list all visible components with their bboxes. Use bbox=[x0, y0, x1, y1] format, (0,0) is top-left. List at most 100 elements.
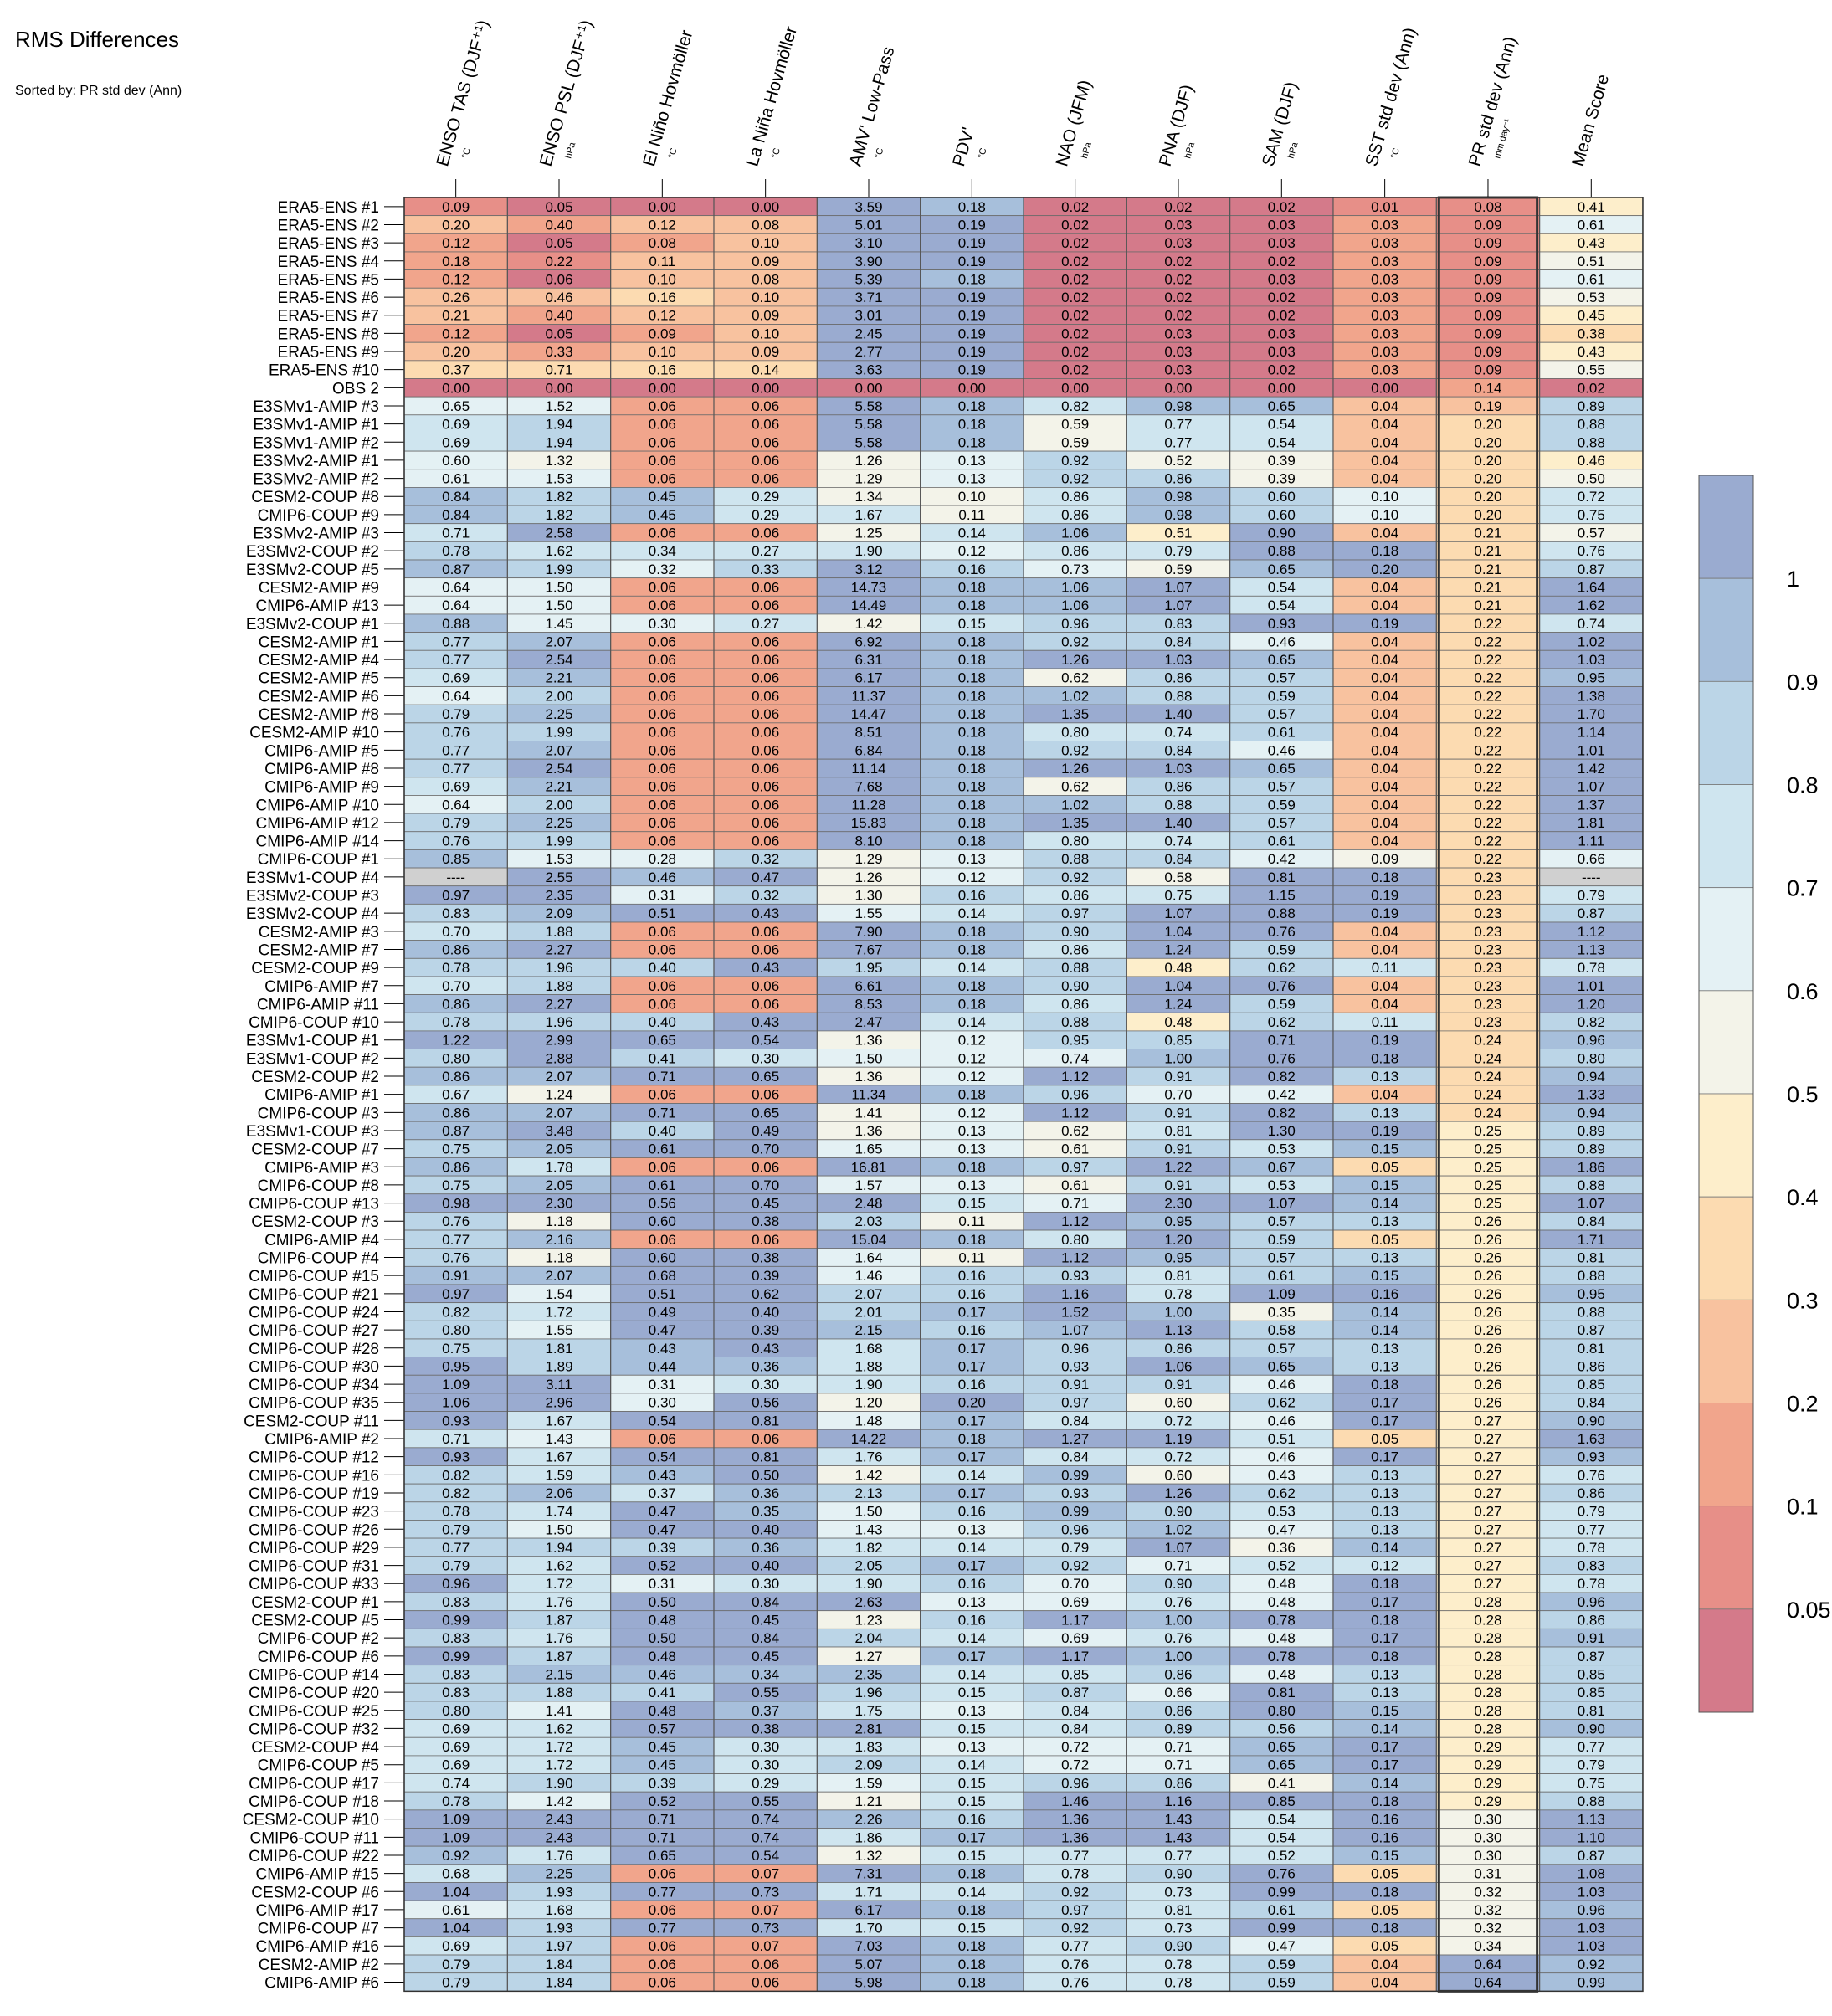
cell-value: 0.27 bbox=[752, 616, 779, 632]
cell-value: 0.18 bbox=[1371, 543, 1398, 559]
cell-value: 0.07 bbox=[752, 1938, 779, 1954]
cell-value: 0.06 bbox=[649, 526, 676, 541]
row-label: CMIP6-COUP #12 bbox=[249, 1449, 379, 1467]
cell-value: 2.96 bbox=[545, 1395, 572, 1411]
cell-value: 0.13 bbox=[1371, 1685, 1398, 1701]
cell-value: 0.79 bbox=[442, 815, 470, 831]
cell-value: 0.32 bbox=[1474, 1884, 1501, 1900]
cell-value: 0.16 bbox=[958, 1576, 986, 1592]
row-label: CESM2-COUP #2 bbox=[251, 1069, 379, 1086]
cell-value: 0.88 bbox=[442, 616, 470, 632]
cell-value: 0.30 bbox=[1474, 1848, 1501, 1864]
cell-value: 0.15 bbox=[1371, 1268, 1398, 1284]
column-unit: hPa bbox=[1286, 141, 1301, 160]
cell-value: 1.07 bbox=[1164, 598, 1192, 613]
cell-value: 1.94 bbox=[545, 1540, 572, 1556]
cell-value: 0.89 bbox=[1164, 1721, 1192, 1736]
cell-value: 1.76 bbox=[545, 1848, 572, 1864]
cell-value: 14.49 bbox=[851, 598, 887, 613]
cell-value: 0.76 bbox=[1268, 978, 1296, 994]
cell-value: 1.88 bbox=[545, 978, 572, 994]
cell-value: 0.71 bbox=[1268, 1033, 1296, 1049]
cell-value: 0.11 bbox=[958, 507, 985, 523]
cell-value: 0.42 bbox=[1268, 851, 1296, 867]
cell-value: 0.84 bbox=[1578, 1213, 1605, 1229]
cell-value: 0.28 bbox=[1474, 1721, 1501, 1736]
row-label: E3SMv1-AMIP #3 bbox=[253, 398, 379, 416]
cell-value: 0.96 bbox=[1061, 1521, 1089, 1537]
cell-value: 0.04 bbox=[1371, 398, 1398, 414]
cell-value: 0.18 bbox=[1371, 869, 1398, 885]
cell-value: 0.06 bbox=[649, 579, 676, 595]
cell-value: 0.85 bbox=[1578, 1666, 1605, 1682]
cell-value: 0.84 bbox=[442, 489, 470, 505]
cell-value: 0.92 bbox=[442, 1848, 470, 1864]
row-label: CMIP6-AMIP #2 bbox=[264, 1431, 379, 1449]
cell-value: 0.77 bbox=[1061, 1938, 1089, 1954]
cell-value: 0.17 bbox=[1371, 1739, 1398, 1755]
row-label: E3SMv2-AMIP #1 bbox=[253, 453, 379, 470]
cell-value: 0.11 bbox=[649, 254, 675, 269]
colorbar-tick-label: 0.7 bbox=[1787, 876, 1819, 901]
cell-value: 0.02 bbox=[1164, 199, 1192, 215]
cell-value: 1.32 bbox=[545, 453, 572, 469]
cell-value: 1.90 bbox=[854, 543, 882, 559]
cell-value: 0.84 bbox=[1578, 1395, 1605, 1411]
cell-value: 0.19 bbox=[1371, 888, 1398, 904]
cell-value: 5.07 bbox=[854, 1957, 882, 1972]
cell-value: 5.98 bbox=[854, 1975, 882, 1991]
cell-value: 0.03 bbox=[1164, 326, 1192, 341]
cell-value: 1.04 bbox=[1164, 978, 1192, 994]
cell-value: 0.15 bbox=[958, 1775, 986, 1791]
cell-value: 0.26 bbox=[1474, 1268, 1501, 1284]
cell-value: 0.59 bbox=[1268, 688, 1296, 704]
cell-value: 0.12 bbox=[958, 1105, 986, 1121]
cell-value: 0.82 bbox=[442, 1485, 470, 1501]
cell-value: 0.53 bbox=[1578, 290, 1605, 305]
cell-value: 0.95 bbox=[1578, 1286, 1605, 1302]
cell-value: 0.40 bbox=[545, 217, 572, 233]
cell-value: 0.90 bbox=[1268, 526, 1296, 541]
cell-value: 0.06 bbox=[752, 526, 779, 541]
cell-value: 1.07 bbox=[1061, 1322, 1089, 1338]
colorbar-tick-label: 0.8 bbox=[1787, 773, 1819, 798]
cell-value: 0.06 bbox=[649, 453, 676, 469]
colorbar-tick-label: 0.3 bbox=[1787, 1288, 1819, 1313]
cell-value: 0.20 bbox=[1474, 434, 1501, 450]
cell-value: 0.87 bbox=[1578, 1322, 1605, 1338]
row-label: CMIP6-COUP #22 bbox=[249, 1848, 379, 1865]
cell-value: 0.25 bbox=[1474, 1196, 1501, 1212]
cell-value: 1.96 bbox=[545, 960, 572, 976]
cell-value: 0.86 bbox=[1164, 1775, 1192, 1791]
cell-value: 0.90 bbox=[1164, 1938, 1192, 1954]
cell-value: 0.14 bbox=[1371, 1304, 1398, 1320]
cell-value: 0.65 bbox=[649, 1848, 676, 1864]
row-label: CMIP6-COUP #24 bbox=[249, 1304, 379, 1321]
cell-value: 2.88 bbox=[545, 1050, 572, 1066]
cell-value: 2.21 bbox=[545, 670, 572, 686]
cell-value: 0.56 bbox=[1268, 1721, 1296, 1736]
row-label: CMIP6-COUP #18 bbox=[249, 1793, 379, 1811]
cell-value: 0.14 bbox=[958, 1014, 986, 1030]
cell-value: 0.06 bbox=[649, 652, 676, 668]
cell-value: 0.27 bbox=[1474, 1467, 1501, 1483]
cell-value: 1.29 bbox=[854, 471, 882, 487]
cell-value: 0.57 bbox=[1578, 526, 1605, 541]
cell-value: 0.04 bbox=[1371, 634, 1398, 649]
cell-value: 0.96 bbox=[1061, 1775, 1089, 1791]
cell-value: 1.42 bbox=[545, 1793, 572, 1809]
cell-value: 0.07 bbox=[752, 1902, 779, 1918]
colorbar-bin bbox=[1698, 680, 1754, 785]
cell-value: 0.98 bbox=[1164, 398, 1192, 414]
cell-value: 1.82 bbox=[854, 1540, 882, 1556]
cell-value: 0.99 bbox=[442, 1613, 470, 1629]
row-label: CMIP6-COUP #23 bbox=[249, 1504, 379, 1521]
cell-value: 1.26 bbox=[1061, 652, 1089, 668]
cell-value: 0.62 bbox=[1268, 960, 1296, 976]
cell-value: 0.35 bbox=[752, 1504, 779, 1520]
cell-value: 0.80 bbox=[442, 1050, 470, 1066]
cell-value: 0.19 bbox=[958, 217, 986, 233]
cell-value: 0.84 bbox=[442, 507, 470, 523]
cell-value: 2.01 bbox=[854, 1304, 882, 1320]
cell-value: 0.45 bbox=[752, 1613, 779, 1629]
